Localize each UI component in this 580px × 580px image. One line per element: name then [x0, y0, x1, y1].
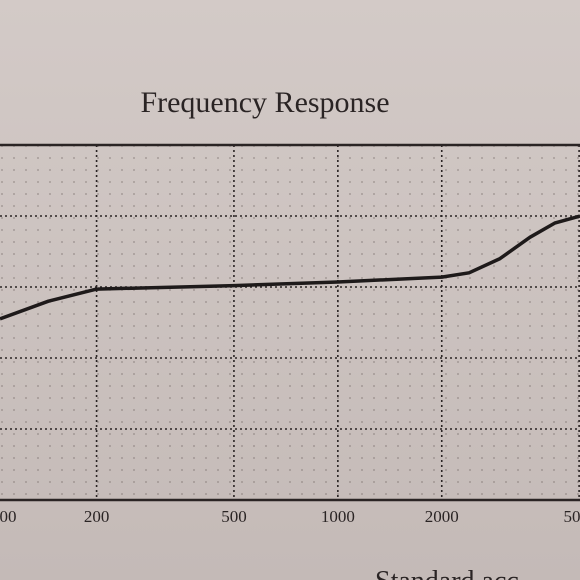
x-tick-label: 2000: [425, 507, 459, 526]
x-tick-label: 1000: [321, 507, 355, 526]
response-line: [0, 214, 580, 321]
x-tick-label: 00: [0, 507, 17, 526]
x-tick-label: 50: [564, 507, 580, 526]
x-tick-label: 200: [84, 507, 110, 526]
footer-text: Standard acc: [375, 566, 519, 580]
dot-grid: [0, 145, 580, 500]
chart-title: Frequency Response: [140, 86, 389, 119]
x-tick-label: 500: [221, 507, 247, 526]
